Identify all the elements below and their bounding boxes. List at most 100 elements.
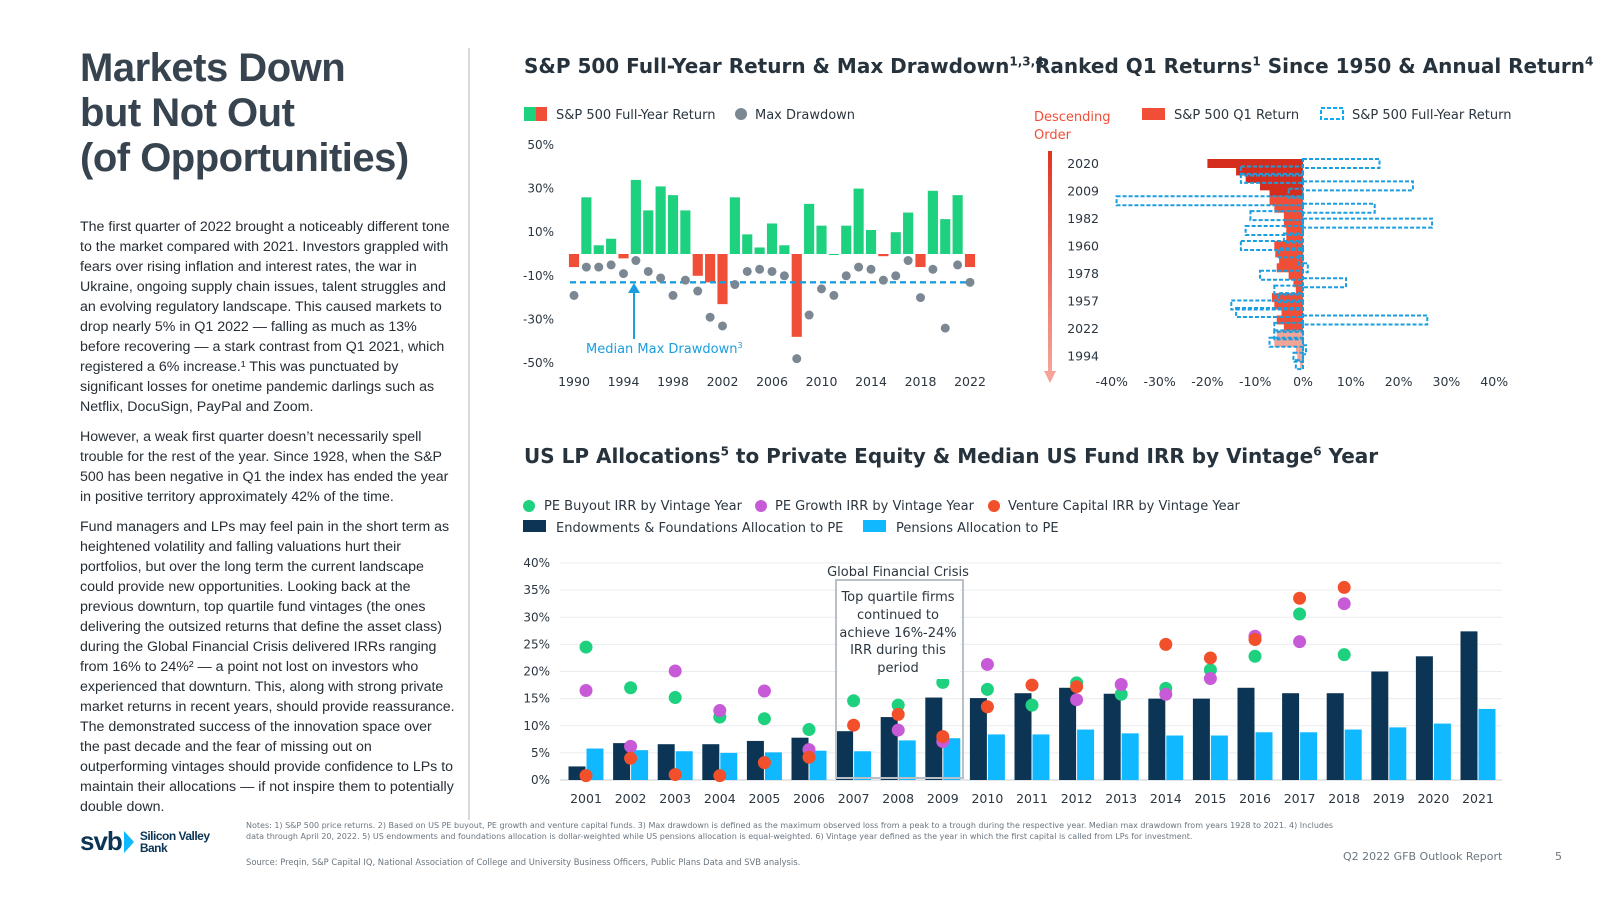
- q1-y-label: 2009: [1067, 184, 1099, 199]
- growth-irr-dot-2013: [1114, 678, 1128, 692]
- sp500-y-tick: 30%: [527, 182, 554, 196]
- sp500-x-tick: 1994: [608, 374, 640, 389]
- endowments-bar-2007: [836, 731, 854, 780]
- q1-return-bar: [1236, 166, 1303, 176]
- q1-return-bar: [1283, 211, 1303, 221]
- annotation-label: Median Max Drawdown3: [586, 341, 743, 357]
- venture-irr-dot-2016: [1248, 632, 1262, 646]
- paragraph-1: The first quarter of 2022 brought a noti…: [80, 219, 450, 415]
- q1-return-bar: [1276, 315, 1303, 325]
- pe-x-tick: 2005: [748, 791, 780, 806]
- endowments-bar-2013: [1103, 693, 1121, 780]
- q1-return-bar: [1293, 278, 1303, 288]
- venture-irr-dot-2011: [1025, 678, 1039, 692]
- q1-fullyear-outline: [1249, 210, 1304, 222]
- pe-y-tick: 35%: [523, 583, 550, 597]
- legend-endowments-swatch: [523, 520, 546, 532]
- sp500-return-bar-1994: [618, 254, 629, 259]
- sp500-return-bar-1991: [581, 197, 592, 254]
- q1-fullyear-outline: [1268, 336, 1304, 348]
- pe-x-tick: 2018: [1328, 791, 1360, 806]
- sp500-y-tick: -50%: [523, 356, 554, 370]
- sp500-x-tick: 2018: [905, 374, 937, 389]
- pe-x-tick: 2019: [1373, 791, 1405, 806]
- q1-fullyear-outline: [1302, 314, 1429, 326]
- q1-y-label: 1978: [1067, 266, 1099, 281]
- sp500-return-bar-2016: [890, 232, 901, 254]
- pensions-bar-2007: [854, 751, 872, 780]
- sp500-drawdown-dot-1996: [643, 266, 653, 276]
- q1-return-bar: [1271, 293, 1303, 303]
- endowments-bar-2012: [1059, 687, 1077, 780]
- buyout-irr-dot-2010: [980, 682, 994, 696]
- q1-return-bar: [1274, 337, 1303, 347]
- paragraph-3: Fund managers and LPs may feel pain in t…: [80, 519, 455, 815]
- pe-chart-title: US LP Allocations5 to Private Equity & M…: [524, 444, 1379, 468]
- sp500-return-bar-2006: [766, 223, 778, 254]
- q1-fullyear-outline: [1292, 351, 1305, 363]
- sp500-drawdown-dots: [569, 256, 975, 364]
- q1-x-tick: 40%: [1480, 374, 1508, 389]
- venture-irr-dot-2014: [1159, 637, 1173, 651]
- column-divider: [468, 48, 470, 820]
- venture-irr-dot-2018: [1337, 580, 1351, 594]
- growth-irr-dot-2004: [713, 704, 727, 718]
- q1-y-label: 1994: [1067, 349, 1099, 364]
- q1-x-ticks: -40% -30% -20% -10% 0% 10% 20% 30% 40%: [1096, 374, 1509, 389]
- pe-x-tick: 2004: [704, 791, 736, 806]
- q1-fullyear-outline: [1273, 321, 1305, 333]
- pe-y-tick: 15%: [523, 692, 550, 706]
- sp500-drawdown-dot-2004: [742, 266, 752, 276]
- q1-return-bar: [1295, 285, 1303, 295]
- venture-irr-dot-2003: [668, 768, 682, 782]
- q1-fullyear-outline: [1302, 344, 1307, 356]
- venture-irr-dot-2005: [757, 756, 771, 770]
- title-line-2: but Not Out: [80, 91, 295, 135]
- annotation-arrow-head: [628, 283, 640, 293]
- legend-pensions-label: Pensions Allocation to PE: [896, 521, 1059, 536]
- venture-irr-dot-2001: [579, 769, 593, 783]
- sp500-drawdown-dot-1994: [619, 269, 628, 279]
- pensions-bar-2015: [1210, 735, 1228, 780]
- pe-x-tick: 2010: [971, 791, 1003, 806]
- order-label-1: Descending: [1034, 110, 1111, 125]
- buyout-irr-dot-2018: [1337, 648, 1351, 662]
- sp500-y-tick: 10%: [527, 225, 554, 239]
- legend-return-swatch-green: [524, 107, 536, 121]
- q1-y-label: 2022: [1067, 321, 1099, 336]
- venture-irr-dot-2002: [624, 751, 638, 765]
- pensions-bar-2012: [1077, 729, 1095, 780]
- gfc-note-1: Top quartile firms: [840, 590, 954, 605]
- sp500-return-bar-2017: [903, 212, 914, 254]
- q1-chart-title: Ranked Q1 Returns1 Since 1950 & Annual R…: [1035, 54, 1594, 78]
- pe-y-tick: 40%: [523, 556, 550, 570]
- venture-irr-dot-2012: [1070, 680, 1084, 694]
- gfc-label: Global Financial Crisis: [827, 565, 969, 580]
- q1-fullyear-outline: [1273, 284, 1305, 296]
- sp500-return-bar-1990: [568, 254, 580, 268]
- endowments-bar-2021: [1460, 631, 1478, 780]
- sp500-return-bar-2012: [841, 225, 852, 254]
- legend-buyout-marker: [523, 500, 535, 512]
- q1-return-bar: [1295, 345, 1303, 355]
- sp500-drawdown-dot-2019: [928, 264, 938, 274]
- q1-y-label: 1982: [1067, 211, 1099, 226]
- logo-chevron-icon: [123, 830, 134, 853]
- sp500-drawdown-dot-1998: [668, 290, 678, 300]
- title-line-1: Markets Down: [80, 46, 346, 90]
- svb-logo: svb Silicon Valley Bank: [80, 826, 210, 857]
- legend-growth-marker: [755, 500, 767, 512]
- gfc-note-bg: [838, 583, 960, 679]
- pe-legend: PE Buyout IRR by Vintage Year PE Growth …: [523, 499, 1241, 536]
- sp500-drawdown-dot-2020: [940, 323, 950, 333]
- venture-irr-dot-2009: [936, 730, 950, 744]
- sp500-return-bar-2000: [692, 254, 703, 276]
- sp500-return-bar-1995: [630, 179, 641, 254]
- sp500-return-bar-2002: [717, 254, 728, 305]
- legend-return-swatch-red: [536, 107, 547, 121]
- buyout-irr-dot-2009: [936, 675, 950, 689]
- q1-return-bar: [1279, 255, 1303, 265]
- sp500-x-tick: 2014: [855, 374, 887, 389]
- report-footer: Q2 2022 GFB Outlook Report: [1343, 850, 1503, 863]
- endowments-bar-2019: [1371, 671, 1389, 780]
